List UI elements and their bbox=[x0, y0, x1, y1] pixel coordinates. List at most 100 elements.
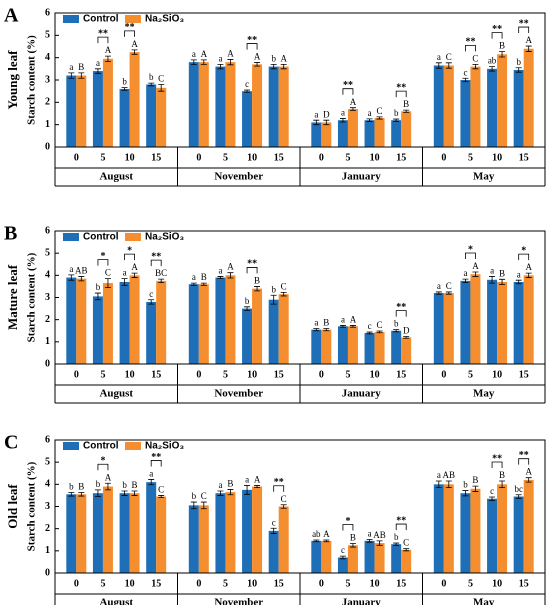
error-bar bbox=[104, 482, 111, 491]
bar bbox=[92, 71, 103, 147]
letter-label: c bbox=[272, 517, 276, 527]
panel-label: A bbox=[4, 5, 19, 27]
bar bbox=[242, 489, 253, 573]
error-bar bbox=[94, 68, 101, 74]
letter-label: c bbox=[490, 486, 494, 496]
letter-label: C bbox=[446, 281, 452, 291]
error-bar bbox=[200, 501, 207, 510]
significance-label: * bbox=[127, 245, 132, 256]
letter-label: a bbox=[437, 281, 441, 291]
y-tick-label: 4 bbox=[45, 479, 50, 490]
bar bbox=[278, 66, 289, 147]
y-tick-label: 0 bbox=[45, 567, 50, 578]
x-tick-label: 10 bbox=[247, 152, 257, 163]
bar bbox=[443, 484, 454, 573]
letter-label: C bbox=[158, 74, 164, 84]
significance-bracket bbox=[395, 310, 407, 317]
error-bar bbox=[270, 294, 277, 305]
bar bbox=[513, 496, 524, 573]
bar bbox=[129, 52, 140, 148]
letter-label: B bbox=[132, 480, 138, 490]
error-bar bbox=[68, 492, 75, 497]
plot-frame bbox=[54, 439, 546, 574]
error-bar bbox=[366, 331, 373, 335]
plot-frame bbox=[54, 230, 546, 365]
group-label: May bbox=[473, 597, 495, 605]
x-tick-label: 5 bbox=[468, 578, 473, 589]
bar bbox=[364, 540, 375, 573]
bar bbox=[252, 486, 263, 573]
error-bar bbox=[121, 278, 128, 286]
panel-label: C bbox=[4, 432, 18, 454]
significance-label: ** bbox=[247, 35, 257, 46]
letter-label: A bbox=[131, 262, 138, 272]
significance-label: * bbox=[521, 245, 526, 256]
significance-bracket bbox=[150, 460, 162, 467]
error-bar bbox=[499, 278, 506, 286]
legend-swatch bbox=[125, 233, 141, 241]
error-bar bbox=[403, 336, 410, 339]
significance-label: ** bbox=[492, 24, 502, 35]
letter-label: a bbox=[341, 107, 345, 117]
error-bar bbox=[121, 490, 128, 496]
significance-bracket bbox=[518, 458, 530, 465]
error-bar bbox=[376, 116, 383, 120]
error-bar bbox=[158, 278, 165, 284]
letter-label: a bbox=[245, 475, 249, 485]
significance-label: * bbox=[345, 516, 350, 527]
bar bbox=[76, 75, 87, 147]
x-tick-label: 5 bbox=[223, 369, 228, 380]
significance-label: ** bbox=[396, 302, 406, 313]
x-tick-label: 0 bbox=[196, 369, 201, 380]
y-tick-label: 5 bbox=[45, 456, 50, 467]
bar bbox=[215, 277, 226, 364]
letter-label: a bbox=[149, 469, 153, 479]
x-tick-label: 0 bbox=[441, 152, 446, 163]
y-axis-label: Starch content (%) bbox=[26, 461, 38, 551]
letter-label: b bbox=[96, 479, 101, 489]
x-tick-label: 10 bbox=[125, 578, 135, 589]
bar bbox=[278, 294, 289, 364]
legend-label: Na₂SiO₃ bbox=[145, 14, 184, 25]
x-tick-label: 0 bbox=[441, 578, 446, 589]
row-label: Old leaf bbox=[5, 484, 20, 529]
error-bar bbox=[254, 485, 261, 489]
legend-label: Control bbox=[83, 441, 119, 452]
error-bar bbox=[499, 480, 506, 489]
significance-label: * bbox=[100, 456, 105, 467]
error-bar bbox=[148, 82, 155, 87]
error-bar bbox=[489, 66, 496, 72]
y-tick-label: 6 bbox=[45, 7, 50, 18]
bar bbox=[156, 280, 167, 364]
group-label: January bbox=[342, 171, 382, 183]
y-axis-label: Starch content (%) bbox=[26, 35, 38, 125]
bar bbox=[487, 68, 498, 147]
letter-label: a bbox=[517, 269, 521, 279]
significance-label: ** bbox=[247, 259, 257, 270]
bar bbox=[460, 280, 471, 364]
letter-label: B bbox=[350, 533, 356, 543]
error-bar bbox=[313, 328, 320, 332]
letter-label: a bbox=[218, 480, 222, 490]
error-bar bbox=[366, 118, 373, 122]
letter-label: a bbox=[314, 318, 318, 328]
error-bar bbox=[244, 89, 251, 93]
error-bar bbox=[323, 328, 330, 332]
letter-label: A bbox=[105, 45, 112, 55]
significance-bracket bbox=[124, 253, 135, 261]
letter-label: B bbox=[499, 41, 505, 51]
bar bbox=[198, 284, 209, 364]
x-tick-label: 15 bbox=[151, 578, 161, 589]
bar bbox=[225, 275, 236, 364]
error-bar bbox=[376, 540, 383, 546]
x-tick-label: 15 bbox=[396, 152, 406, 163]
bar bbox=[487, 279, 498, 364]
error-bar bbox=[445, 291, 452, 295]
significance-bracket bbox=[342, 524, 354, 531]
error-bar bbox=[472, 485, 479, 492]
letter-label: B bbox=[201, 272, 207, 282]
x-tick-label: 10 bbox=[370, 578, 380, 589]
x-tick-label: 15 bbox=[396, 578, 406, 589]
letter-label: b bbox=[516, 57, 521, 67]
error-bar bbox=[339, 555, 346, 560]
